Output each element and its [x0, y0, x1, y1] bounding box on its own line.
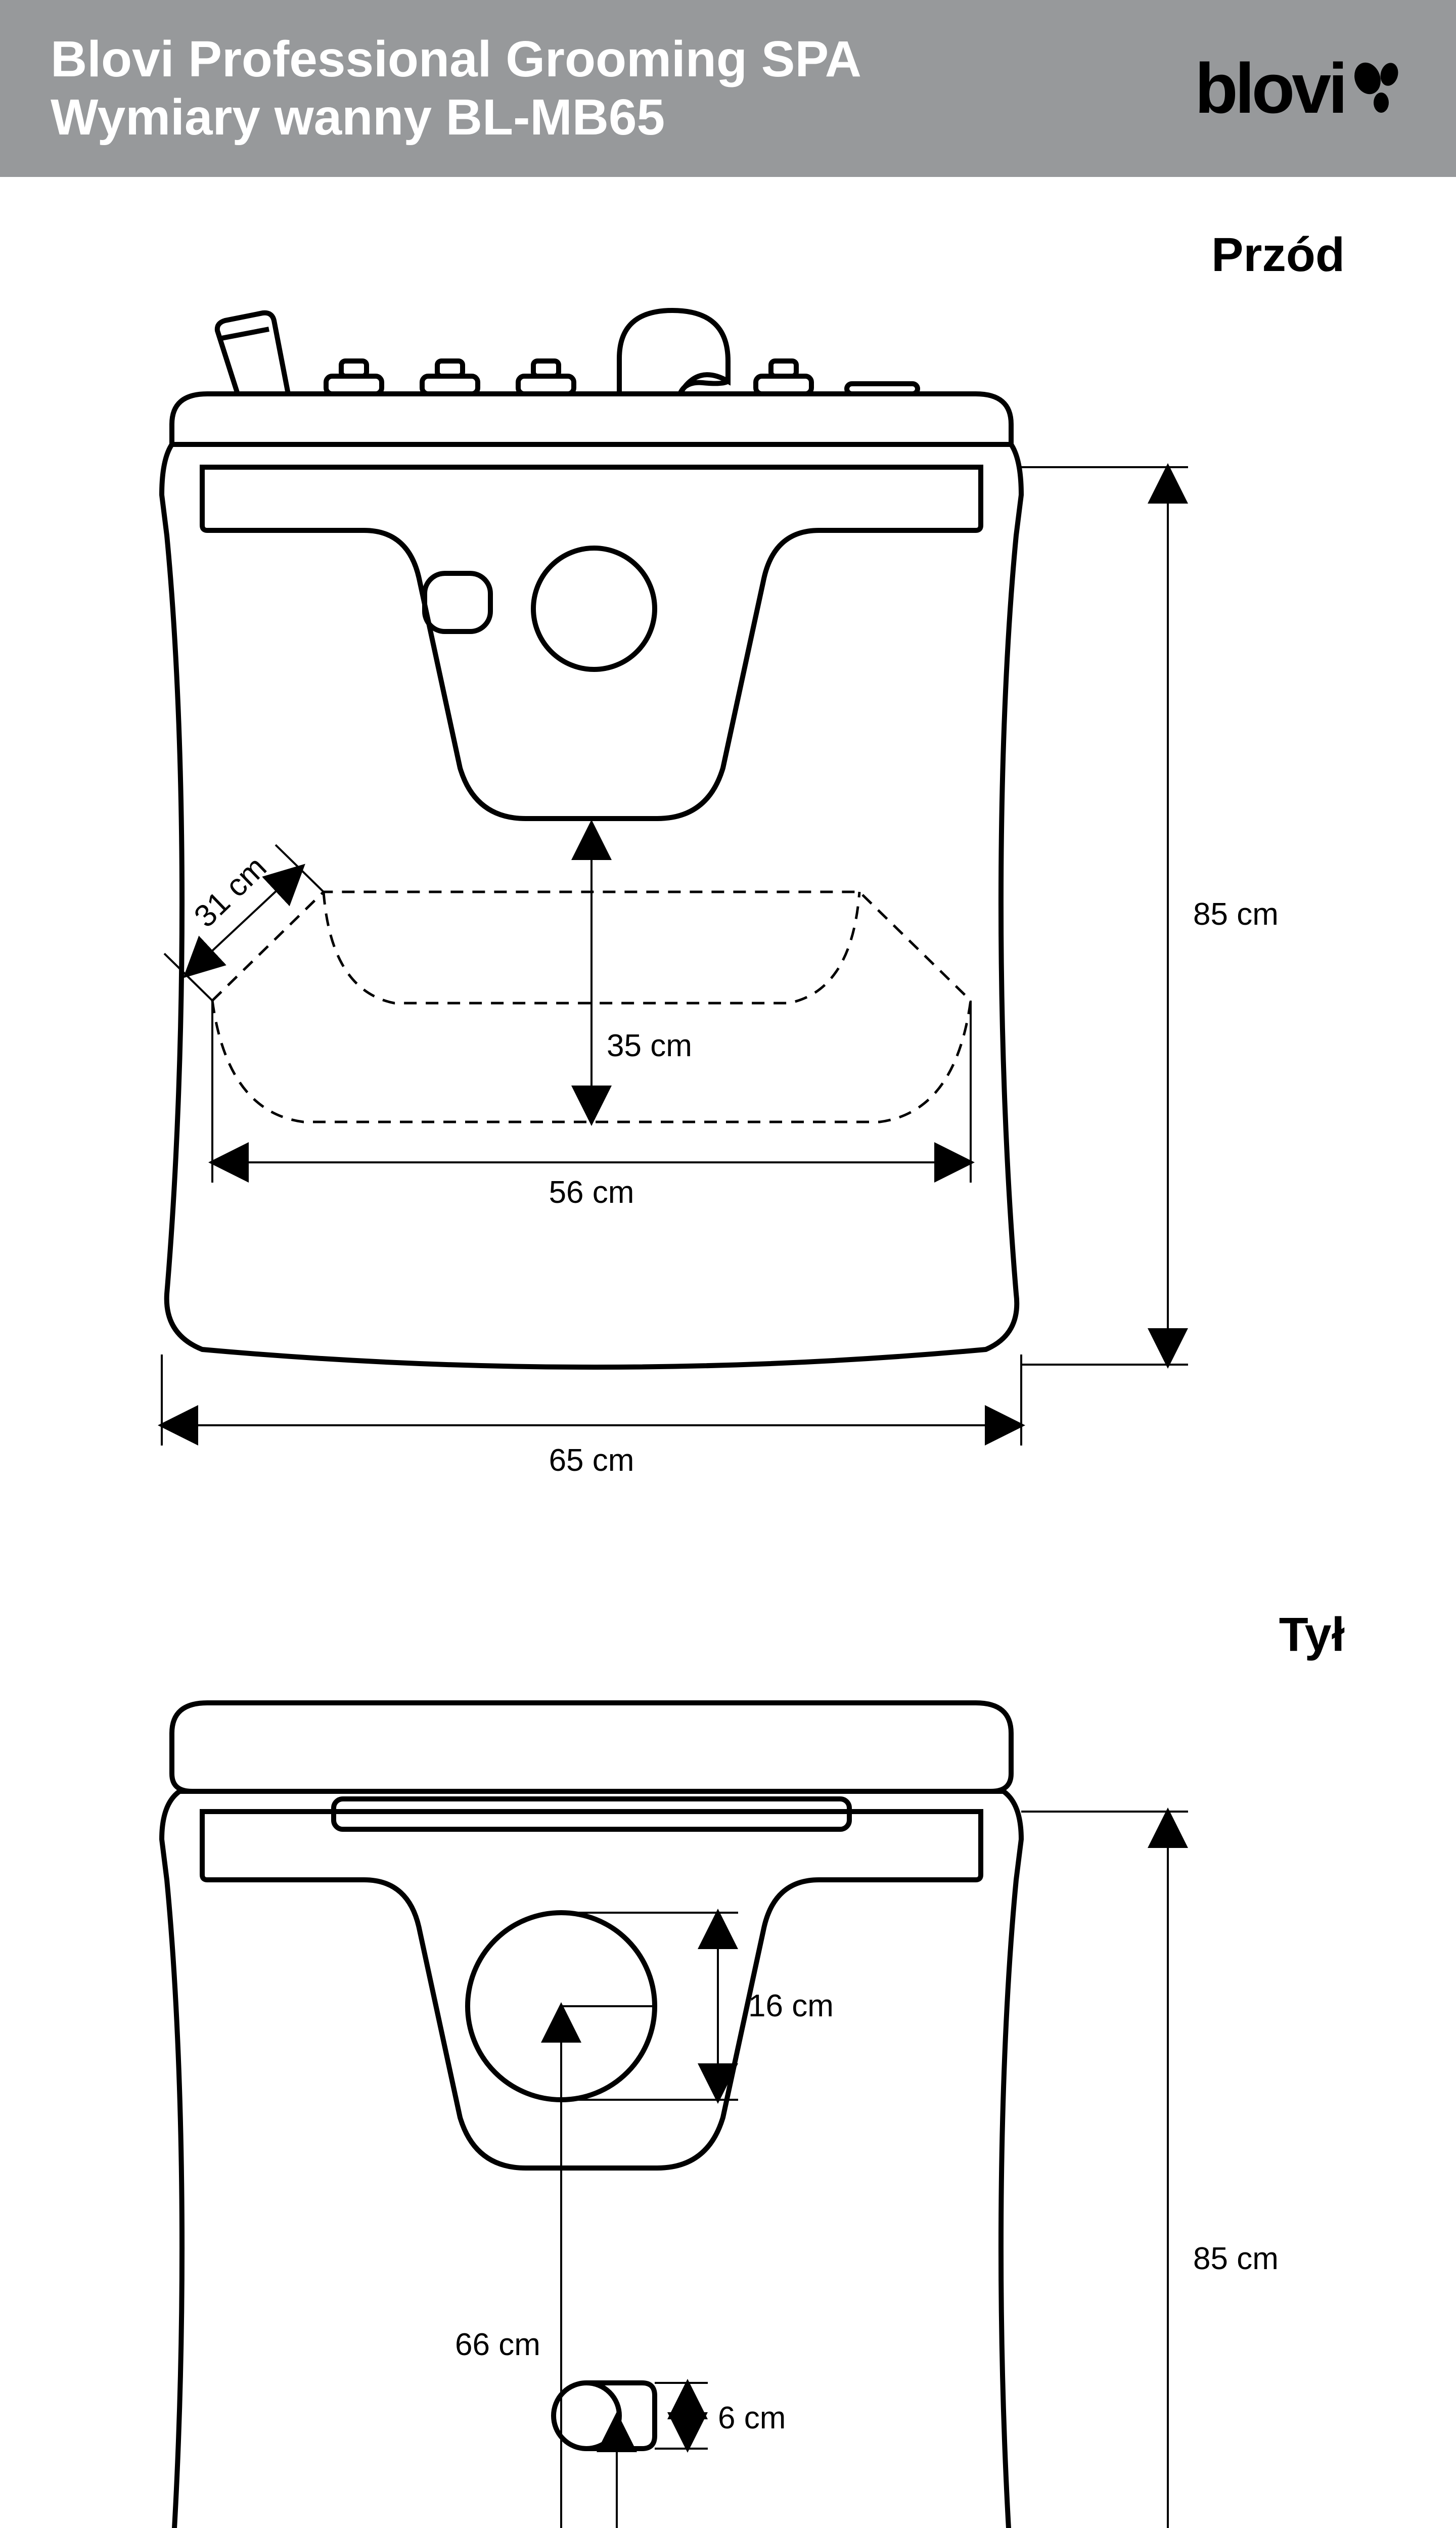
svg-text:16 cm: 16 cm	[748, 1989, 834, 2023]
brand-logo: blovi	[1195, 48, 1405, 129]
back-diagram: 16 cm 66 cm 6 cm 39 cm 65 cm 85 cm	[0, 1673, 1456, 2528]
svg-text:85 cm: 85 cm	[1193, 2241, 1279, 2276]
dim-85cm-back: 85 cm	[1021, 1812, 1279, 2528]
svg-text:66 cm: 66 cm	[455, 2327, 540, 2362]
header-title: Blovi Professional Grooming SPA Wymiary …	[51, 30, 861, 147]
front-label: Przód	[0, 228, 1456, 283]
dim-65cm-front: 65 cm	[162, 1355, 1021, 1478]
tub-body-back	[162, 1703, 1021, 2528]
svg-text:31 cm: 31 cm	[188, 850, 273, 934]
header-bar: Blovi Professional Grooming SPA Wymiary …	[0, 0, 1456, 177]
front-diagram: 31 cm 35 cm 56 cm 65 cm 85 cm	[0, 293, 1456, 1557]
svg-text:56 cm: 56 cm	[549, 1175, 634, 1210]
back-label: Tył	[0, 1607, 1456, 1662]
dim-6cm: 6 cm	[655, 2383, 786, 2449]
droplet-icon	[1350, 53, 1405, 124]
header-line2: Wymiary wanny BL-MB65	[51, 88, 861, 147]
dim-16cm: 16 cm	[561, 1913, 834, 2100]
dim-35cm: 35 cm	[592, 824, 692, 1122]
header-line1: Blovi Professional Grooming SPA	[51, 30, 861, 88]
svg-text:65 cm: 65 cm	[549, 1443, 634, 1478]
svg-text:85 cm: 85 cm	[1193, 897, 1279, 932]
logo-text: blovi	[1195, 48, 1345, 129]
svg-text:35 cm: 35 cm	[607, 1028, 692, 1063]
dim-85cm-front: 85 cm	[1021, 467, 1279, 1365]
dim-31cm: 31 cm	[164, 845, 324, 1001]
dim-39cm: 39 cm	[617, 2416, 722, 2528]
svg-text:6 cm: 6 cm	[718, 2401, 786, 2435]
